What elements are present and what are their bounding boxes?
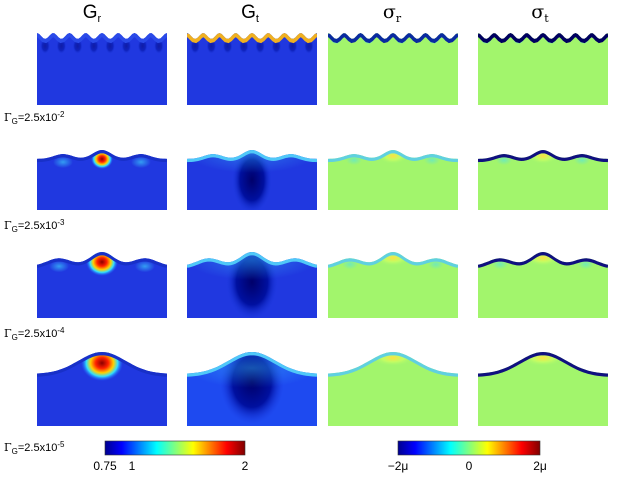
side-spot (53, 156, 73, 169)
panel-background (328, 33, 458, 105)
column-header: σt (531, 1, 549, 25)
surface-layer (478, 150, 608, 163)
side-spot (134, 260, 155, 273)
panel (187, 33, 317, 105)
column-header: Gt (241, 2, 259, 25)
surface-layer (37, 252, 167, 268)
colorbar-label: 0 (466, 459, 473, 473)
surface-layer (328, 150, 458, 163)
panel (478, 33, 608, 105)
side-spot (49, 260, 70, 273)
panel (187, 150, 317, 210)
column-header: Gr (83, 2, 102, 25)
colorbar-label: 1 (129, 459, 136, 473)
surface-layer (187, 150, 317, 163)
surface-layer (478, 252, 608, 268)
side-spot (131, 156, 151, 169)
surface-layer (37, 33, 167, 44)
surface-layer (478, 33, 608, 44)
colorbar (397, 440, 541, 456)
panel-background (37, 33, 167, 105)
panel (478, 352, 608, 426)
surface-layer (478, 352, 608, 377)
panel-background (478, 33, 608, 105)
panel (328, 252, 458, 318)
panel (478, 252, 608, 318)
surface-layer (187, 352, 317, 377)
hot-spot (81, 352, 123, 381)
surface-layer (37, 352, 167, 377)
panel (37, 150, 167, 210)
row-label: ΓG=2.5x10-5 (4, 440, 65, 456)
colorbar-label: 2 (242, 459, 249, 473)
surface-layer (328, 252, 458, 268)
panel (328, 33, 458, 105)
row-label: ΓG=2.5x10-2 (4, 110, 65, 126)
panels (37, 33, 608, 426)
surface-layer (187, 252, 317, 268)
colorbar-label: −2μ (388, 459, 409, 473)
panel (478, 150, 608, 210)
colorbar-label: 0.75 (93, 459, 117, 473)
surface-layer (328, 352, 458, 377)
panel (187, 252, 317, 318)
panel (328, 352, 458, 426)
panel (37, 252, 167, 318)
surface-layer (328, 33, 458, 44)
column-header: σr (383, 1, 402, 25)
colorbar (104, 440, 246, 456)
panel (187, 352, 317, 426)
row-label: ΓG=2.5x10-4 (4, 326, 65, 342)
surface-layer (37, 150, 167, 163)
row-label: ΓG=2.5x10-3 (4, 218, 65, 234)
colorbar-label: 2μ (533, 459, 547, 473)
panel (328, 150, 458, 210)
surface-layer (187, 33, 317, 44)
panel (37, 33, 167, 105)
